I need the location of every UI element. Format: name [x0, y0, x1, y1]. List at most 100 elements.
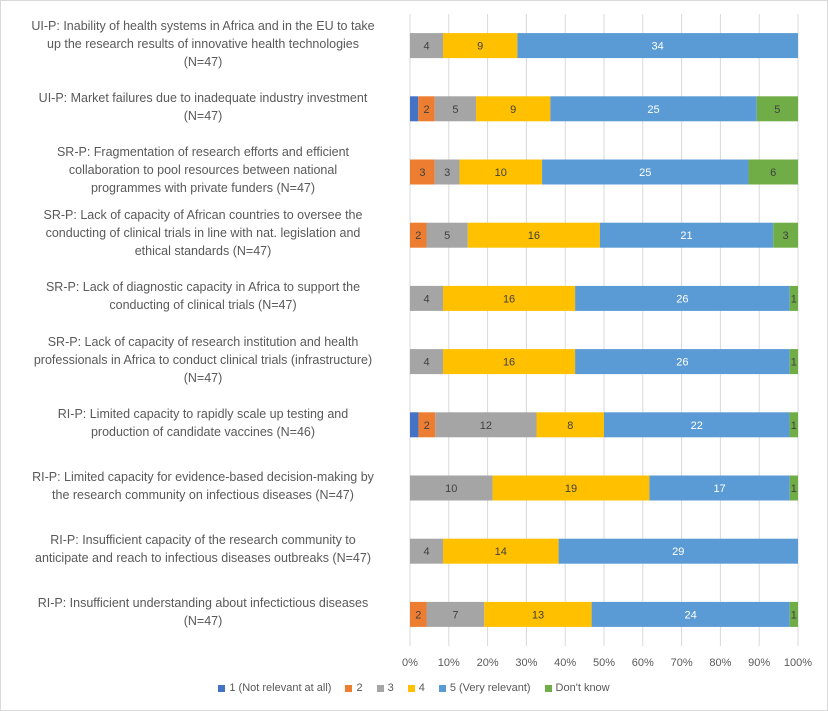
bar-segment: [558, 538, 798, 564]
data-label: 4: [423, 546, 429, 558]
x-tick-label: 50%: [592, 657, 616, 669]
data-label: 5: [452, 104, 458, 116]
bar-segment: [410, 412, 419, 438]
data-label: 8: [567, 420, 573, 432]
data-label: 25: [639, 167, 651, 179]
category-label-line: ethical standards (N=47): [134, 244, 272, 259]
legend-swatch: [544, 684, 552, 692]
x-tick-label: 70%: [670, 657, 693, 669]
data-label: 2: [424, 420, 430, 432]
bar-segment: [604, 412, 790, 438]
bar-segment: [410, 222, 427, 248]
bar-segment: [418, 412, 436, 438]
legend-item: 2: [345, 682, 363, 694]
category-label-line: UI-P: Inability of health systems in Afr…: [31, 18, 375, 33]
legend-swatch: [218, 684, 226, 692]
legend-item: 1 (Not relevant at all): [218, 682, 331, 694]
legend-label: 2: [356, 682, 363, 694]
data-label: 3: [444, 167, 450, 179]
legend-swatch: [376, 684, 384, 692]
category-label: RI-P: Limited capacity to rapidly scale …: [8, 405, 398, 441]
bar-segment: [410, 96, 419, 122]
data-label: 5: [444, 230, 450, 242]
category-label-line: (N=47): [183, 370, 223, 385]
bar-segment: [536, 412, 604, 438]
data-label: 22: [691, 420, 703, 432]
bar-segment: [443, 33, 518, 59]
category-label-line: anticipate and reach to infectious disea…: [35, 551, 371, 566]
category-label: RI-P: Limited capacity for evidence-base…: [8, 468, 398, 504]
data-label: 34: [652, 41, 664, 53]
bar-segment: [789, 601, 798, 627]
data-label: 4: [423, 357, 429, 369]
data-label: 5: [774, 104, 780, 116]
legend-swatch: [407, 684, 415, 692]
data-label: 4: [423, 293, 429, 305]
data-label: 26: [676, 293, 688, 305]
bar-segment: [517, 33, 798, 59]
bar-segment: [756, 96, 798, 122]
category-label-line: (N=47): [183, 108, 223, 123]
bar-segment: [434, 159, 460, 185]
legend-label: 1 (Not relevant at all): [229, 682, 332, 694]
category-label-line: the research community on infectious dis…: [52, 488, 354, 502]
category-label-line: UI-P: Market failures due to inadequate …: [38, 90, 368, 105]
data-label: 16: [528, 230, 540, 242]
category-label: RI-P: Insufficient capacity of the resea…: [8, 531, 398, 567]
data-label: 2: [415, 609, 421, 621]
bar-segment: [542, 159, 749, 185]
category-label: SR-P: Lack of capacity of African countr…: [8, 206, 398, 260]
legend-label: 3: [387, 682, 394, 694]
legend-item: 5 (Very relevant): [438, 682, 531, 694]
data-label: 10: [495, 167, 507, 179]
bar-segment: [410, 159, 435, 185]
category-label: SR-P: Lack of capacity of research insti…: [8, 333, 398, 387]
bar-segment: [410, 538, 444, 564]
bar-segment: [789, 285, 798, 311]
bar-segment: [426, 222, 468, 248]
legend-item: Don't know: [544, 682, 610, 694]
data-label: 17: [713, 483, 725, 495]
bar-segment: [443, 285, 576, 311]
bar-segment: [435, 412, 537, 438]
legend-swatch: [345, 684, 353, 692]
bar-segment: [789, 412, 798, 438]
category-label-line: conducting of clinical trials in line wi…: [45, 226, 361, 241]
data-label: 1: [791, 483, 797, 495]
category-label-line: (N=47): [183, 54, 223, 69]
category-label-line: RI-P: Insufficient understanding about i…: [37, 596, 369, 611]
data-label: 6: [770, 167, 776, 179]
x-tick-label: 60%: [631, 657, 654, 669]
bar-segment: [443, 538, 559, 564]
bar-segment: [418, 96, 435, 122]
category-label-line: professionals in Africa to conduct clini…: [33, 352, 373, 367]
x-tick-label: 40%: [554, 657, 577, 669]
category-label-line: SR-P: Fragmentation of research efforts …: [56, 145, 350, 159]
bar-segment: [410, 475, 493, 501]
data-label: 24: [685, 609, 697, 621]
bar-segment: [492, 475, 650, 501]
bar-segment: [484, 601, 592, 627]
x-tick-label: 30%: [515, 657, 538, 669]
category-label-line: conducting of clinical trials (N=47): [109, 298, 297, 313]
category-label-line: production of candidate vaccines (N=46): [90, 424, 316, 439]
x-tick-label: 90%: [748, 657, 771, 669]
data-label: 26: [676, 357, 688, 369]
data-label: 9: [477, 41, 483, 53]
x-tick-label: 0%: [402, 657, 418, 669]
bar-segment: [748, 159, 798, 185]
category-label-line: SR-P: Lack of diagnostic capacity in Afr…: [45, 280, 361, 295]
data-label: 3: [783, 230, 789, 242]
data-label: 12: [480, 420, 492, 432]
legend-swatch: [438, 684, 446, 692]
bar-segment: [575, 349, 790, 375]
category-label-line: programmes with private funders (N=47): [90, 181, 316, 195]
bar-segment: [789, 349, 798, 375]
bar-segment: [649, 475, 790, 501]
bar-segment: [443, 349, 576, 375]
data-label: 2: [415, 230, 421, 242]
data-label: 21: [680, 230, 692, 242]
bar-segment: [426, 601, 485, 627]
bar-segment: [410, 349, 444, 375]
category-label-line: RI-P: Insufficient capacity of the resea…: [50, 533, 356, 548]
